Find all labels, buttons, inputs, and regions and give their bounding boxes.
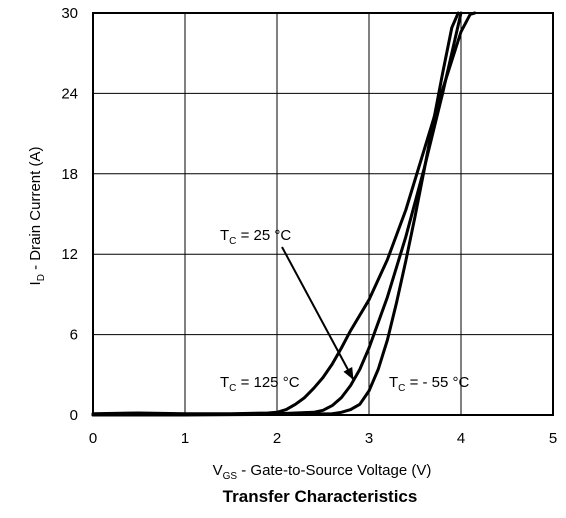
- x-tick-label: 4: [457, 430, 465, 447]
- y-tick-label: 0: [70, 407, 78, 424]
- annotation-25c: TC = 25 °C: [220, 227, 291, 247]
- y-axis-title: ID - Drain Current (A): [27, 147, 47, 286]
- annotation-125c: TC = 125 °C: [220, 374, 300, 394]
- y-tick-label: 24: [61, 85, 78, 102]
- grid-lines: [93, 13, 553, 415]
- chart-title: Transfer Characteristics: [223, 487, 418, 506]
- series-curves: [91, 11, 477, 417]
- y-tick-label: 6: [70, 327, 78, 344]
- x-tick-label: 1: [181, 430, 189, 447]
- annotation-25c-arrow: [281, 246, 354, 380]
- plot-frame: [92, 12, 554, 416]
- y-tick-label: 30: [61, 5, 78, 22]
- x-tick-label: 2: [273, 430, 281, 447]
- x-tick-label: 3: [365, 430, 373, 447]
- x-axis-title: VGS - Gate-to-Source Voltage (V): [213, 462, 432, 482]
- x-tick-label: 0: [89, 430, 97, 447]
- y-tick-label: 18: [61, 166, 78, 183]
- annotation-minus55c: TC = - 55 °C: [389, 374, 470, 394]
- series-line-minus-55-c: [91, 11, 460, 417]
- x-tick-label: 5: [549, 430, 557, 447]
- series-line-125-c: [91, 11, 477, 416]
- y-tick-label: 12: [61, 246, 78, 263]
